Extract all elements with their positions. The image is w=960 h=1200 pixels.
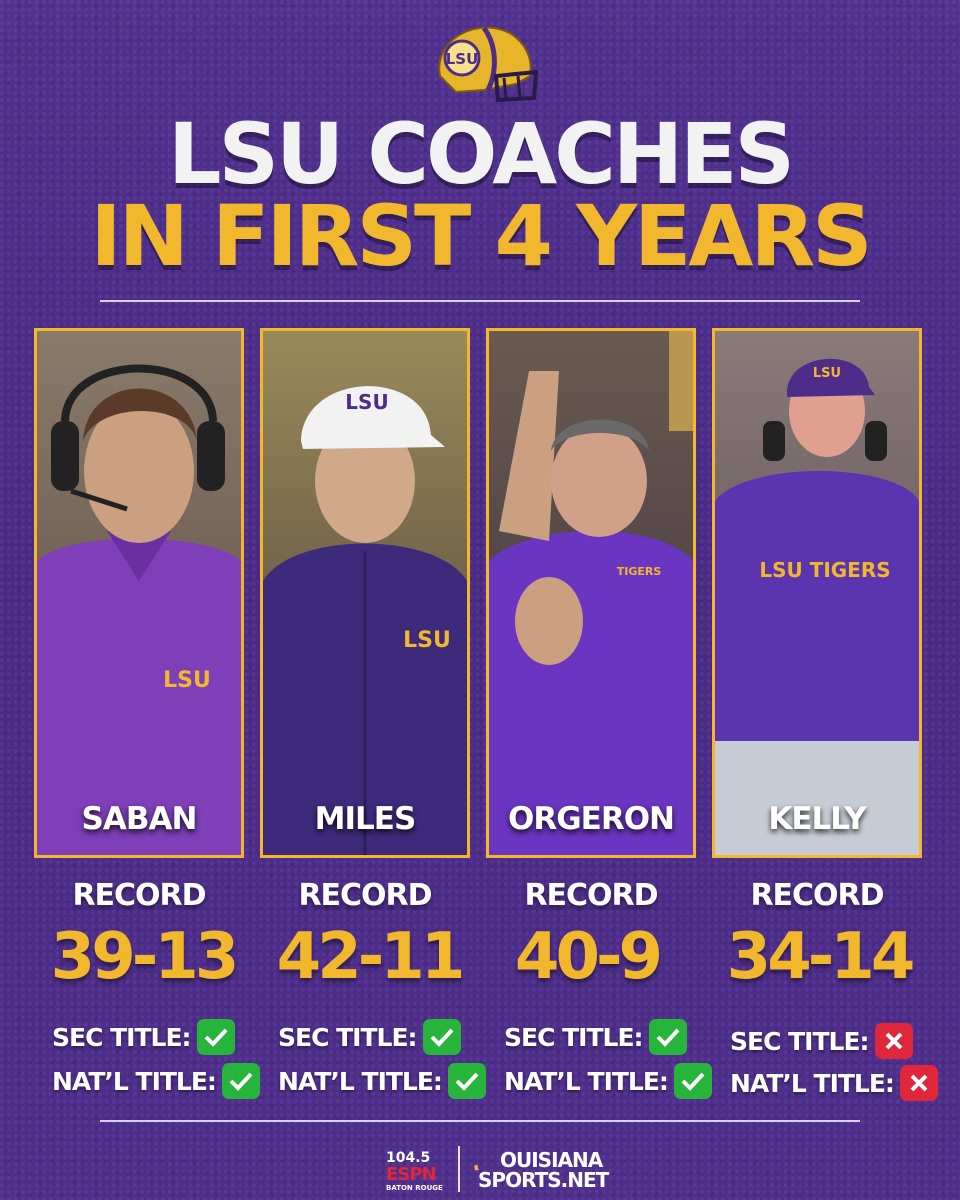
site-name-line1: OUISIANA bbox=[500, 1148, 603, 1172]
espn-radio-logo: 104.5 ESPN BATON ROUGE bbox=[386, 1150, 443, 1192]
sec-title-label: SEC TITLE: bbox=[730, 1026, 870, 1056]
svg-text:LSU TIGERS: LSU TIGERS bbox=[759, 558, 890, 582]
sec-title-label: SEC TITLE: bbox=[278, 1022, 418, 1052]
record-label-orgeron: RECORD bbox=[524, 878, 658, 913]
check-icon bbox=[648, 1019, 687, 1055]
bottom-divider bbox=[100, 1120, 860, 1122]
natl-title-label: NAT’L TITLE: bbox=[504, 1066, 669, 1096]
coach-name-orgeron: ORGERON bbox=[507, 801, 675, 837]
natl-title-row-miles: NAT’L TITLE: bbox=[278, 1062, 486, 1100]
footer-separator bbox=[458, 1146, 460, 1192]
coach-name-kelly: KELLY bbox=[768, 801, 866, 837]
check-icon bbox=[221, 1063, 260, 1099]
svg-text:LSU: LSU bbox=[446, 50, 479, 68]
record-label-kelly: RECORD bbox=[750, 878, 884, 913]
lsu-helmet-icon: LSU bbox=[438, 26, 538, 103]
coach-name-miles: MILES bbox=[314, 801, 417, 837]
sec-title-label: SEC TITLE: bbox=[52, 1022, 192, 1052]
coach-card-kelly: LSU LSU TIGERS KELLY bbox=[712, 328, 922, 858]
sec-title-row-miles: SEC TITLE: bbox=[278, 1018, 461, 1056]
svg-text:LSU: LSU bbox=[813, 366, 841, 381]
record-value-kelly: 34-14 bbox=[726, 920, 916, 994]
check-icon bbox=[422, 1019, 461, 1055]
svg-text:ESPN: ESPN bbox=[386, 1164, 436, 1185]
natl-title-label: NAT’L TITLE: bbox=[278, 1066, 443, 1096]
natl-title-label: NAT’L TITLE: bbox=[52, 1066, 217, 1096]
sec-title-row-orgeron: SEC TITLE: bbox=[504, 1018, 687, 1056]
coach-name-saban: SABAN bbox=[81, 801, 198, 837]
coach-photo-miles: LSU LSU bbox=[263, 331, 467, 855]
site-name-line2: SPORTS.NET bbox=[478, 1168, 609, 1192]
natl-title-row-saban: NAT’L TITLE: bbox=[52, 1062, 260, 1100]
natl-title-row-orgeron: NAT’L TITLE: bbox=[504, 1062, 712, 1100]
record-value-orgeron: 40-9 bbox=[514, 920, 663, 994]
svg-text:LSU: LSU bbox=[345, 390, 388, 414]
natl-title-label: NAT’L TITLE: bbox=[730, 1068, 895, 1098]
coach-card-saban: LSU SABAN bbox=[34, 328, 244, 858]
title-line-2: IN FIRST 4 YEARS bbox=[90, 187, 872, 285]
cross-icon bbox=[874, 1023, 913, 1059]
coach-photo-kelly: LSU LSU TIGERS bbox=[715, 331, 919, 855]
record-label-miles: RECORD bbox=[298, 878, 432, 913]
record-label-saban: RECORD bbox=[72, 878, 206, 913]
coach-photo-orgeron: TIGERS bbox=[489, 331, 693, 855]
coach-card-orgeron: TIGERS ORGERON bbox=[486, 328, 696, 858]
sec-title-row-kelly: SEC TITLE: bbox=[730, 1022, 913, 1060]
svg-text:104.5: 104.5 bbox=[386, 1150, 430, 1166]
svg-text:BATON ROUGE: BATON ROUGE bbox=[386, 1184, 443, 1192]
sec-title-row-saban: SEC TITLE: bbox=[52, 1018, 235, 1056]
sec-title-label: SEC TITLE: bbox=[504, 1022, 644, 1052]
svg-text:LSU: LSU bbox=[403, 628, 451, 653]
check-icon bbox=[196, 1019, 235, 1055]
cross-icon bbox=[899, 1065, 938, 1101]
title-line-1: LSU COACHES bbox=[167, 105, 795, 203]
record-value-miles: 42-11 bbox=[276, 920, 466, 994]
louisiana-state-icon bbox=[474, 1165, 479, 1171]
svg-text:LSU: LSU bbox=[163, 668, 211, 693]
check-icon bbox=[673, 1063, 712, 1099]
coach-card-miles: LSU LSU MILES bbox=[260, 328, 470, 858]
svg-text:TIGERS: TIGERS bbox=[617, 565, 662, 578]
check-icon bbox=[447, 1063, 486, 1099]
top-divider bbox=[100, 300, 860, 302]
natl-title-row-kelly: NAT’L TITLE: bbox=[730, 1064, 938, 1102]
record-value-saban: 39-13 bbox=[50, 920, 240, 994]
coach-photo-saban: LSU bbox=[37, 331, 241, 855]
